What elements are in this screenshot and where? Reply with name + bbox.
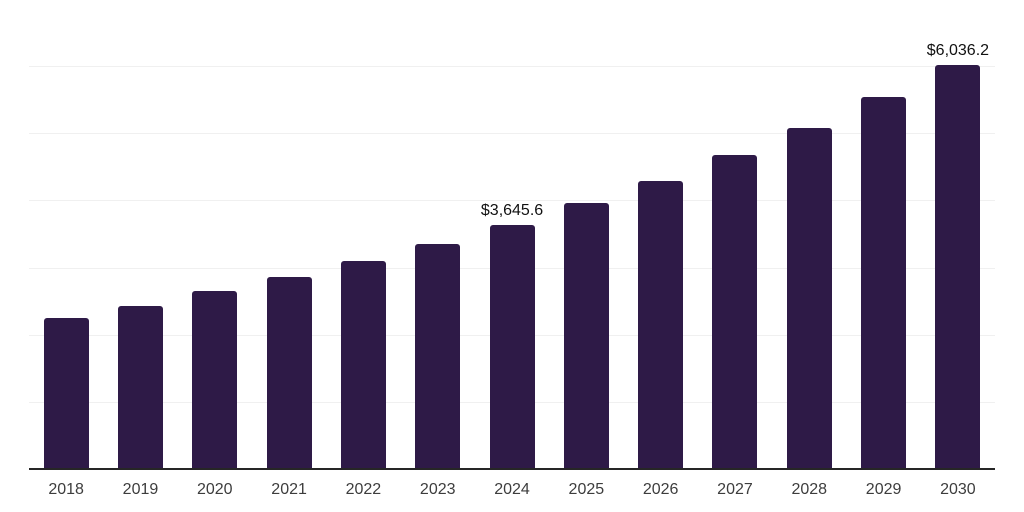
bar-slot-2018 [29, 0, 103, 470]
bar-2022 [340, 261, 386, 470]
bar-slot-2023 [401, 0, 475, 470]
x-tick-label-2030: 2030 [940, 481, 976, 498]
x-tick-label-2027: 2027 [717, 481, 753, 498]
bar-2023 [415, 244, 461, 470]
bar-slot-2024: $3,645.6 [475, 0, 549, 470]
bar-slot-2019 [103, 0, 177, 470]
x-tick-label-2022: 2022 [345, 481, 382, 498]
x-tick-label-2025: 2025 [568, 481, 605, 498]
bar-2018 [43, 317, 89, 470]
gridline-4000 [29, 200, 995, 202]
bars-container: $3,645.6 $6,036.2 [29, 0, 995, 470]
bar-slot-2027 [698, 0, 772, 470]
bar-2020 [192, 291, 238, 470]
x-tick-label-2021: 2021 [271, 481, 307, 498]
bar-slot-2028 [772, 0, 846, 470]
x-tick-label-2028: 2028 [791, 481, 828, 498]
gridline-6000 [29, 66, 995, 68]
x-tick-label-2026: 2026 [642, 481, 679, 498]
bar-2028 [786, 127, 832, 470]
plot-area: $3,645.6 $6,036.2 [29, 0, 995, 470]
bar-2026 [638, 180, 684, 470]
bar-value-label-2030: $6,036.2 [926, 41, 990, 59]
bar-2025 [563, 202, 609, 470]
bar-2021 [266, 277, 312, 470]
x-axis-line [29, 468, 995, 470]
bar-slot-2021 [252, 0, 326, 470]
bar-2019 [117, 305, 163, 470]
bar-slot-2030: $6,036.2 [921, 0, 995, 470]
bar-slot-2025 [549, 0, 623, 470]
bar-slot-2029 [846, 0, 920, 470]
gridline-5000 [29, 133, 995, 135]
x-tick-label-2019: 2019 [122, 481, 159, 498]
bar-2027 [712, 155, 758, 470]
bar-value-label-2024: $3,645.6 [480, 202, 544, 220]
bar-2024: $3,645.6 [481, 202, 543, 470]
x-tick-label-2020: 2020 [196, 481, 233, 498]
x-axis-labels: 2018 2019 2020 2021 2022 2023 2024 2025 2026 2027… [29, 481, 995, 499]
bar-slot-2020 [178, 0, 252, 470]
x-tick-label-2024: 2024 [494, 481, 530, 498]
bar-slot-2026 [624, 0, 698, 470]
bar-slot-2022 [326, 0, 400, 470]
x-tick-label-2029: 2029 [865, 481, 902, 498]
x-tick-label-2018: 2018 [48, 481, 84, 498]
x-tick-label-2023: 2023 [419, 481, 456, 498]
bar-2030: $6,036.2 [927, 42, 989, 470]
bar-2029 [861, 97, 907, 470]
